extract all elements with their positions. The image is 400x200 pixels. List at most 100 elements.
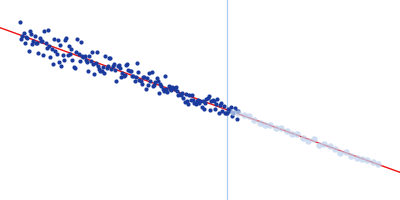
- Point: [273, 126, 279, 129]
- Point: [68, 48, 74, 51]
- Point: [47, 55, 54, 59]
- Point: [107, 57, 113, 60]
- Point: [157, 83, 163, 86]
- Point: [235, 112, 241, 115]
- Point: [53, 52, 60, 55]
- Point: [192, 102, 199, 105]
- Point: [190, 98, 196, 101]
- Point: [141, 76, 148, 79]
- Point: [305, 140, 311, 143]
- Point: [283, 129, 290, 133]
- Point: [167, 87, 173, 90]
- Point: [148, 70, 155, 73]
- Point: [89, 50, 95, 53]
- Point: [153, 76, 160, 79]
- Point: [67, 53, 73, 56]
- Point: [63, 37, 70, 40]
- Point: [33, 41, 39, 44]
- Point: [216, 111, 222, 115]
- Point: [178, 94, 184, 97]
- Point: [91, 72, 98, 75]
- Point: [223, 111, 229, 114]
- Point: [204, 97, 211, 100]
- Point: [370, 161, 376, 164]
- Point: [174, 89, 180, 92]
- Point: [108, 68, 115, 71]
- Point: [100, 65, 106, 68]
- Point: [57, 44, 64, 47]
- Point: [182, 93, 189, 96]
- Point: [35, 51, 42, 54]
- Point: [218, 101, 224, 105]
- Point: [332, 147, 338, 150]
- Point: [120, 74, 127, 78]
- Point: [18, 37, 24, 41]
- Point: [173, 86, 179, 89]
- Point: [74, 37, 80, 40]
- Point: [45, 28, 51, 31]
- Point: [228, 106, 234, 109]
- Point: [343, 150, 349, 153]
- Point: [50, 63, 56, 66]
- Point: [24, 36, 30, 39]
- Point: [114, 64, 121, 68]
- Point: [111, 63, 117, 66]
- Point: [224, 112, 230, 115]
- Point: [375, 162, 381, 165]
- Point: [184, 99, 190, 102]
- Point: [166, 84, 172, 88]
- Point: [195, 99, 201, 102]
- Point: [251, 118, 258, 121]
- Point: [82, 55, 88, 58]
- Point: [222, 112, 228, 115]
- Point: [278, 127, 284, 130]
- Point: [172, 88, 178, 91]
- Point: [28, 33, 34, 36]
- Point: [186, 93, 193, 96]
- Point: [142, 88, 149, 91]
- Point: [348, 155, 354, 158]
- Point: [22, 41, 28, 44]
- Point: [234, 117, 240, 120]
- Point: [32, 35, 38, 38]
- Point: [96, 68, 102, 71]
- Point: [20, 32, 27, 35]
- Point: [214, 97, 221, 100]
- Point: [161, 89, 167, 93]
- Point: [160, 88, 166, 91]
- Point: [101, 71, 107, 74]
- Point: [139, 83, 145, 86]
- Point: [294, 132, 300, 136]
- Point: [110, 65, 116, 68]
- Point: [92, 61, 99, 64]
- Point: [51, 38, 57, 41]
- Point: [185, 102, 192, 105]
- Point: [46, 44, 52, 47]
- Point: [80, 55, 86, 59]
- Point: [359, 157, 365, 161]
- Point: [97, 70, 104, 73]
- Point: [310, 137, 317, 141]
- Point: [256, 122, 263, 125]
- Point: [48, 48, 55, 51]
- Point: [60, 54, 66, 57]
- Point: [134, 62, 140, 65]
- Point: [64, 53, 71, 56]
- Point: [169, 85, 176, 88]
- Point: [208, 99, 214, 103]
- Point: [95, 64, 101, 67]
- Point: [170, 87, 177, 90]
- Point: [62, 38, 68, 42]
- Point: [126, 70, 133, 73]
- Point: [135, 71, 142, 74]
- Point: [300, 136, 306, 140]
- Point: [226, 109, 233, 113]
- Point: [118, 76, 124, 79]
- Point: [151, 84, 157, 87]
- Point: [41, 30, 48, 33]
- Point: [219, 109, 226, 113]
- Point: [78, 41, 84, 44]
- Point: [129, 74, 135, 77]
- Point: [116, 63, 122, 67]
- Point: [180, 97, 186, 100]
